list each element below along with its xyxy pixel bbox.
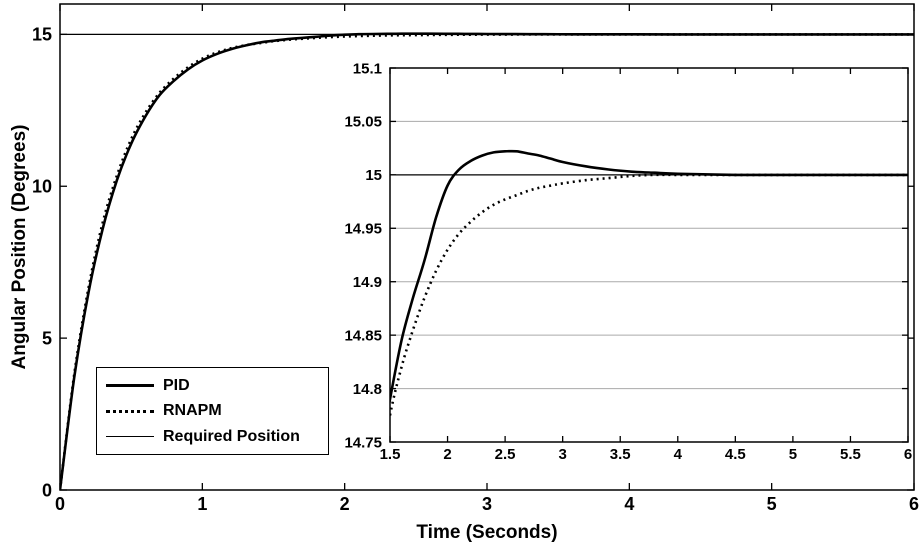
legend-item-required-position: Required Position bbox=[97, 427, 328, 445]
svg-text:1: 1 bbox=[197, 494, 207, 514]
legend-label-pid: PID bbox=[163, 376, 190, 394]
svg-text:2.5: 2.5 bbox=[495, 446, 516, 463]
y-axis-label: Angular Position (Degrees) bbox=[9, 124, 30, 370]
svg-text:5.5: 5.5 bbox=[840, 446, 861, 463]
inset-ticks: 1.5 2 2.5 3 3.5 4 4.5 5 5.5 6 14.75 14.8 14.85 14.9 14… bbox=[344, 60, 912, 463]
svg-text:14.85: 14.85 bbox=[344, 327, 382, 344]
svg-text:15.1: 15.1 bbox=[353, 60, 382, 77]
legend-label-rnapm: RNAPM bbox=[163, 402, 222, 419]
svg-text:15: 15 bbox=[32, 25, 52, 45]
svg-text:10: 10 bbox=[32, 177, 52, 197]
inset-plot: 1.5 2 2.5 3 3.5 4 4.5 5 5.5 6 14.75 14.8 14.85 14.9 14… bbox=[344, 60, 912, 463]
svg-text:4: 4 bbox=[674, 446, 683, 463]
pid-line-inset bbox=[390, 149, 908, 407]
svg-text:3: 3 bbox=[558, 446, 566, 463]
svg-text:5: 5 bbox=[789, 446, 797, 463]
svg-text:5: 5 bbox=[42, 328, 52, 348]
svg-text:14.9: 14.9 bbox=[353, 274, 382, 291]
svg-text:0: 0 bbox=[55, 494, 65, 514]
svg-text:4.5: 4.5 bbox=[725, 446, 746, 463]
rnapm-line-sample-icon bbox=[106, 409, 154, 413]
legend-item-rnapm: RNAPM bbox=[97, 403, 328, 419]
x-axis-label: Time (Seconds) bbox=[416, 522, 558, 543]
svg-text:2: 2 bbox=[340, 494, 350, 514]
svg-text:15: 15 bbox=[365, 167, 382, 184]
svg-text:1.5: 1.5 bbox=[380, 446, 401, 463]
legend-label-required-position: Required Position bbox=[163, 427, 300, 445]
inset-plot-area bbox=[390, 68, 908, 442]
inset-axes-box bbox=[389, 67, 909, 443]
svg-text:14.75: 14.75 bbox=[344, 434, 382, 451]
svg-text:0: 0 bbox=[42, 480, 52, 500]
svg-text:5: 5 bbox=[767, 494, 777, 514]
svg-text:4: 4 bbox=[624, 494, 634, 514]
legend-item-pid: PID bbox=[97, 376, 328, 394]
svg-text:3.5: 3.5 bbox=[610, 446, 631, 463]
main-ticks: 0 1 2 3 4 5 6 0 5 10 15 bbox=[32, 4, 919, 514]
legend: PID RNAPM Required Position bbox=[96, 367, 329, 455]
svg-text:2: 2 bbox=[443, 446, 451, 463]
svg-text:3: 3 bbox=[482, 494, 492, 514]
svg-text:6: 6 bbox=[909, 494, 919, 514]
inset-grid bbox=[390, 120, 908, 390]
required-position-line-sample-icon bbox=[106, 436, 154, 437]
svg-text:6: 6 bbox=[904, 446, 912, 463]
pid-line-sample-icon bbox=[106, 384, 154, 387]
svg-text:15.05: 15.05 bbox=[344, 114, 382, 131]
svg-text:14.95: 14.95 bbox=[344, 221, 382, 238]
svg-text:14.8: 14.8 bbox=[353, 381, 382, 398]
